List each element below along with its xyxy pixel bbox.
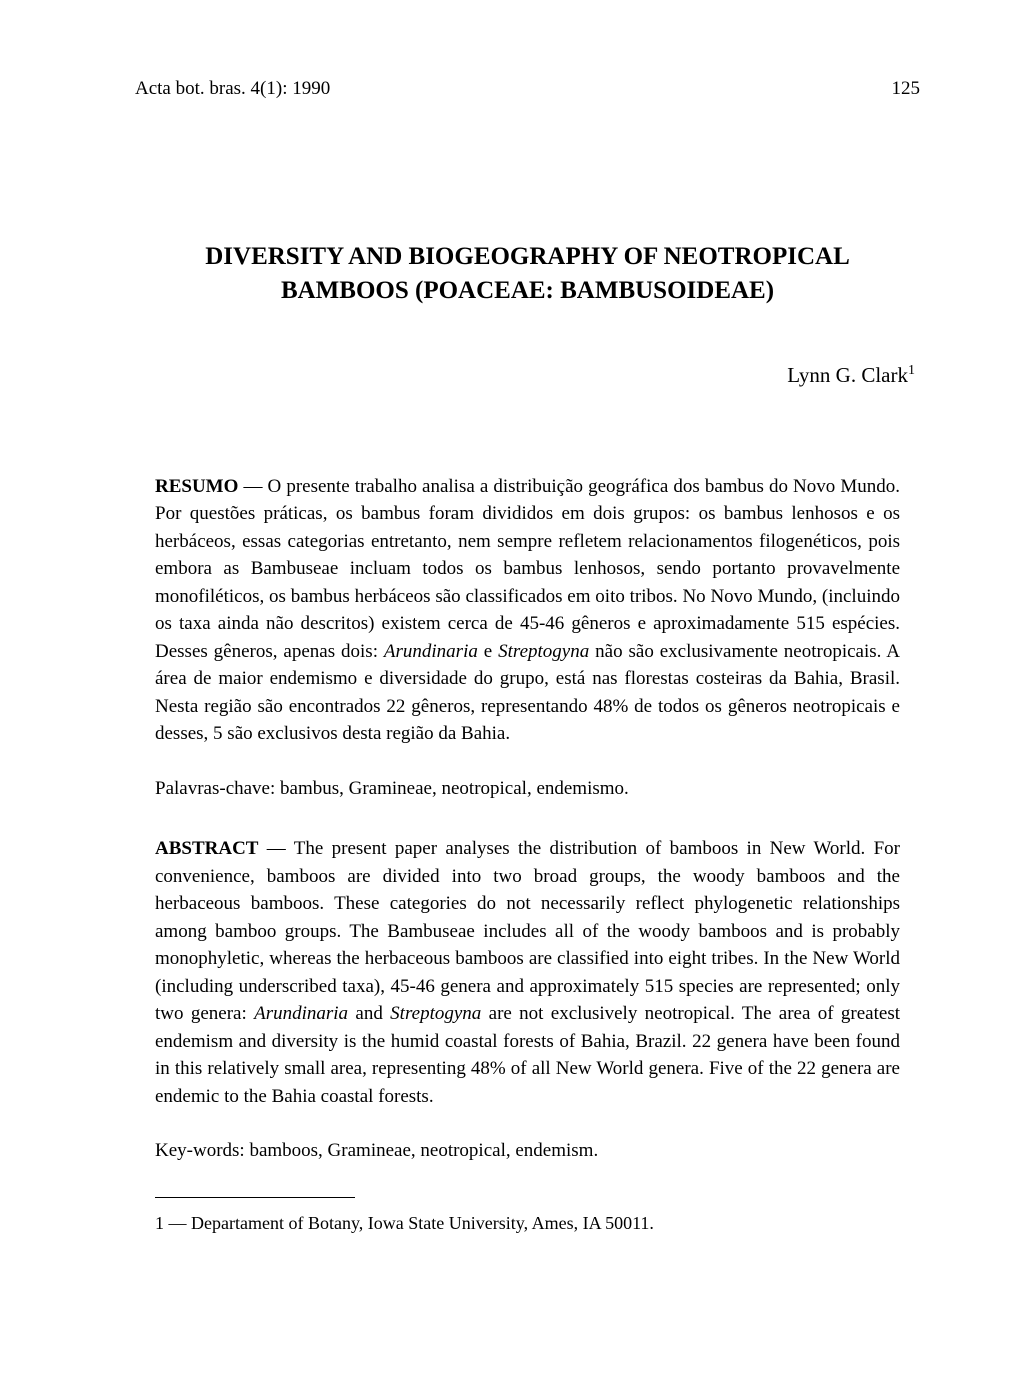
keywords-text: bamboos, Gramineae, neotropical, endemis… [249,1140,598,1161]
footnote-marker: 1 — [155,1213,191,1233]
footnote-separator [155,1197,355,1198]
resumo-italic-1: Arundinaria [384,641,478,662]
page-header: Acta bot. bras. 4(1): 1990 125 [135,78,920,100]
author-line: Lynn G. Clark1 [135,363,920,388]
abstract-text-1: The present paper analyses the distribut… [155,838,900,1024]
abstract-italic-2: Streptogyna [390,1003,481,1024]
resumo-italic-2: Streptogyna [498,641,589,662]
palavras-chave-section: Palavras-chave: bambus, Gramineae, neotr… [155,778,900,800]
resumo-section: RESUMO — O presente trabalho analisa a d… [155,473,900,748]
resumo-text-1: O presente trabalho analisa a distribuiç… [155,476,900,662]
palavras-chave-text: bambus, Gramineae, neotropical, endemism… [280,778,629,799]
palavras-chave-label: Palavras-chave: [155,778,280,799]
page-number: 125 [892,78,921,100]
abstract-text-2: and [348,1003,390,1024]
journal-citation: Acta bot. bras. 4(1): 1990 [135,78,330,100]
abstract-label: ABSTRACT [155,838,258,859]
author-name: Lynn G. Clark [787,363,908,387]
resumo-separator: — [238,476,267,497]
resumo-label: RESUMO [155,476,238,497]
resumo-text-2: e [478,641,498,662]
abstract-section: ABSTRACT — The present paper analyses th… [155,835,900,1110]
keywords-label: Key-words: [155,1140,249,1161]
paper-page: Acta bot. bras. 4(1): 1990 125 DIVERSITY… [0,0,1020,1304]
footnote-text: Departament of Botany, Iowa State Univer… [191,1213,654,1233]
article-title: DIVERSITY AND BIOGEOGRAPHY OF NEOTROPICA… [165,240,890,308]
abstract-italic-1: Arundinaria [254,1003,348,1024]
author-footnote-marker: 1 [908,363,915,378]
keywords-section: Key-words: bamboos, Gramineae, neotropic… [155,1140,900,1162]
footnote-section: 1 — Departament of Botany, Iowa State Un… [155,1213,900,1234]
abstract-separator: — [258,838,293,859]
